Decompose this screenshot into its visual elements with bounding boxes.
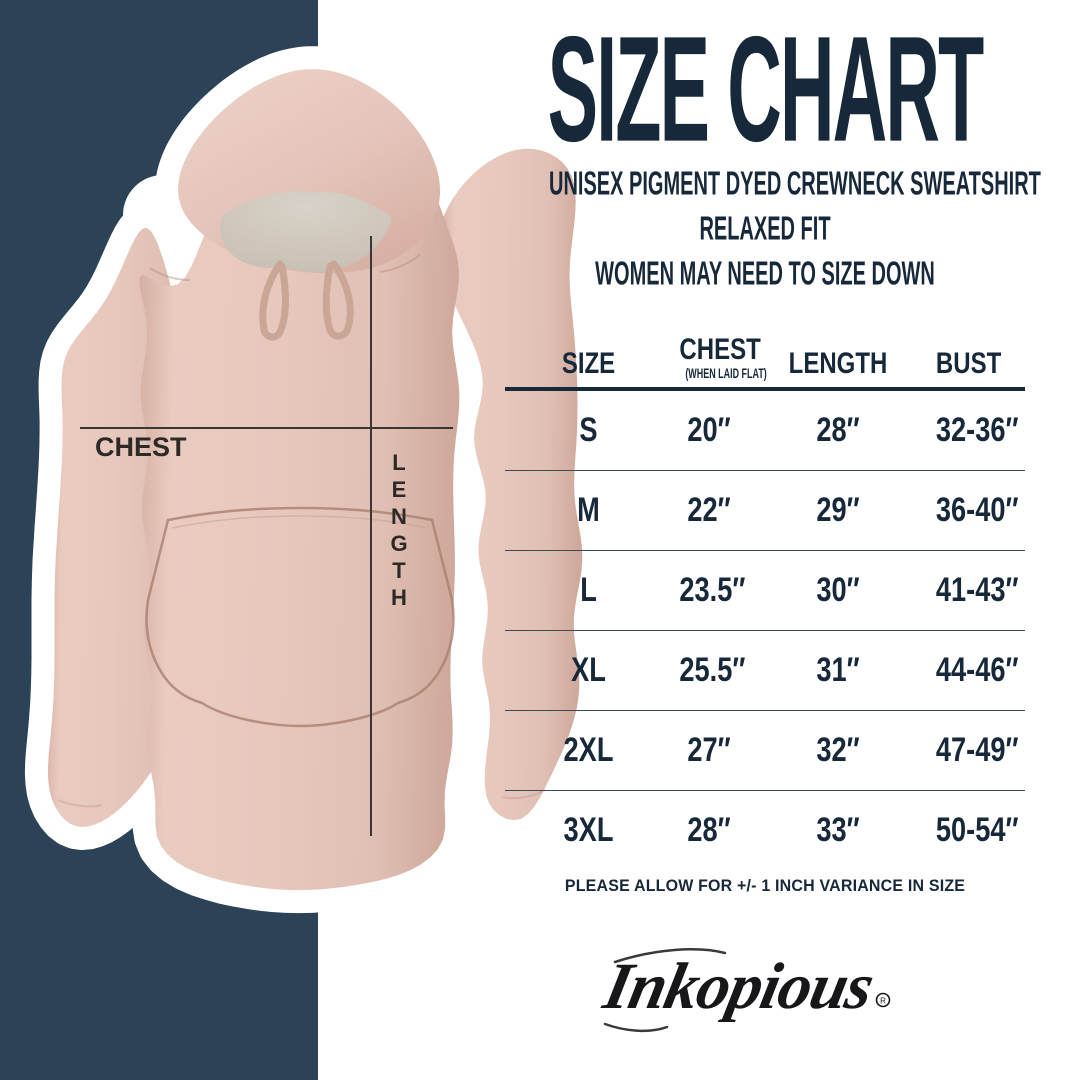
svg-text:R: R — [880, 997, 886, 1006]
svg-text:E: E — [392, 477, 407, 502]
svg-text:Inkopious: Inkopious — [597, 951, 879, 1023]
svg-text:L: L — [392, 450, 405, 475]
svg-text:CHEST: CHEST — [95, 432, 187, 462]
svg-text:G: G — [390, 531, 407, 556]
svg-text:T: T — [392, 558, 406, 583]
svg-text:H: H — [391, 585, 407, 610]
svg-text:N: N — [391, 504, 407, 529]
